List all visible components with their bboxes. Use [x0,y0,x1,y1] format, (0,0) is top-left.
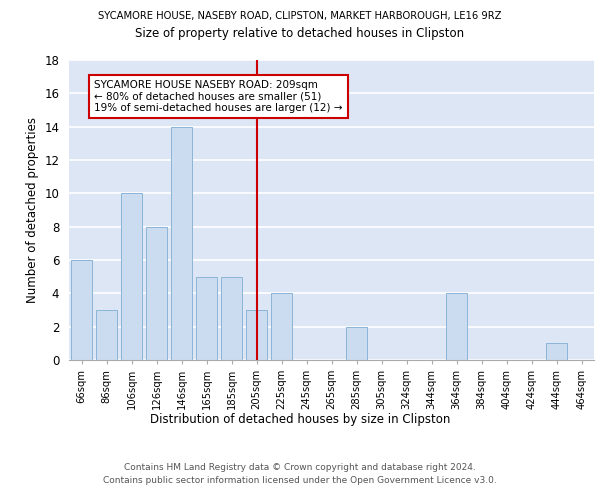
Text: Size of property relative to detached houses in Clipston: Size of property relative to detached ho… [136,28,464,40]
Text: SYCAMORE HOUSE, NASEBY ROAD, CLIPSTON, MARKET HARBOROUGH, LE16 9RZ: SYCAMORE HOUSE, NASEBY ROAD, CLIPSTON, M… [98,11,502,21]
Bar [446,294,467,360]
Y-axis label: Number of detached properties: Number of detached properties [26,117,39,303]
Bar [221,276,242,360]
Bar [71,260,92,360]
Text: Contains public sector information licensed under the Open Government Licence v3: Contains public sector information licen… [103,476,497,485]
Bar [196,276,217,360]
Bar [121,194,142,360]
Text: SYCAMORE HOUSE NASEBY ROAD: 209sqm
← 80% of detached houses are smaller (51)
19%: SYCAMORE HOUSE NASEBY ROAD: 209sqm ← 80%… [94,80,343,113]
Bar [346,326,367,360]
Text: Distribution of detached houses by size in Clipston: Distribution of detached houses by size … [150,412,450,426]
Bar [546,344,567,360]
Bar [271,294,292,360]
Bar [146,226,167,360]
Text: Contains HM Land Registry data © Crown copyright and database right 2024.: Contains HM Land Registry data © Crown c… [124,462,476,471]
Bar [96,310,117,360]
Bar [246,310,267,360]
Bar [171,126,192,360]
